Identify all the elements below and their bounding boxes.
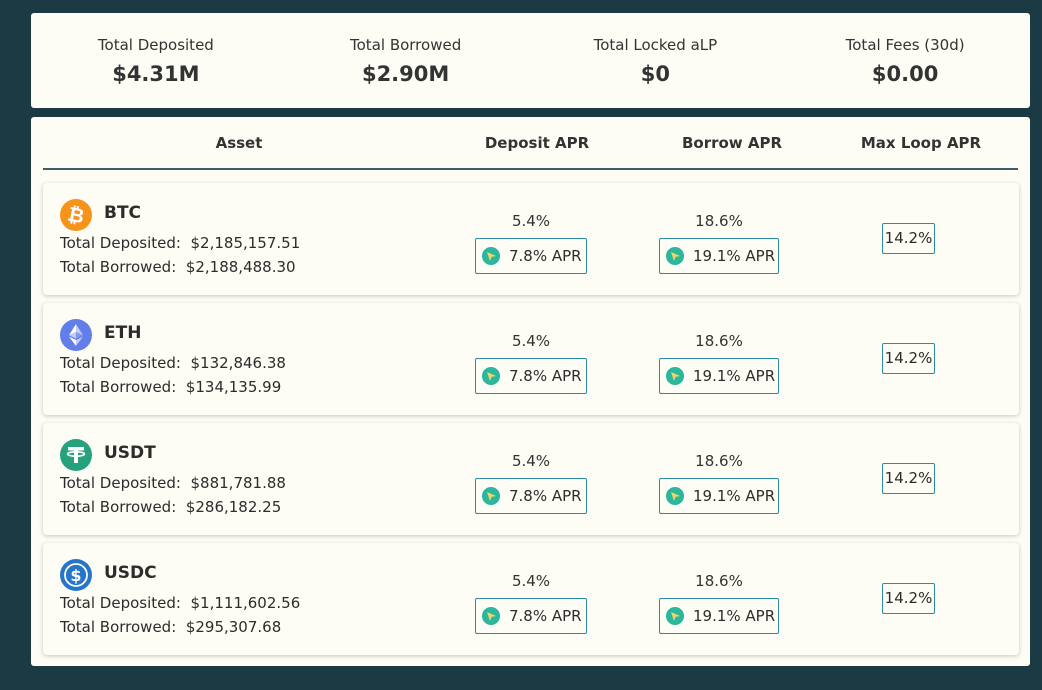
svg-text:₿: ₿ [66, 202, 87, 229]
deposit-boost-apr-button[interactable]: 7.8% APR [475, 358, 587, 394]
total-borrowed-value: $295,307.68 [185, 618, 282, 636]
asset-name: USDT [104, 443, 156, 463]
borrow-boost-apr-label: 19.1% APR [693, 607, 776, 625]
reward-token-icon [482, 487, 500, 505]
bitcoin-icon: ₿ [60, 199, 92, 231]
total-deposited-label: Total Deposited: [60, 354, 181, 372]
deposit-boost-apr-button[interactable]: 7.8% APR [475, 478, 587, 514]
total-borrowed-value: $286,182.25 [185, 498, 282, 516]
stat-total-locked-alp: Total Locked aLP $0 [531, 36, 781, 86]
stat-label: Total Borrowed [350, 35, 462, 54]
total-deposited-line: Total Deposited: $132,846.38 [60, 354, 286, 372]
reward-token-icon [666, 607, 684, 625]
borrow-boost-apr-button[interactable]: 19.1% APR [659, 238, 779, 274]
reward-token-icon [482, 247, 500, 265]
asset-name: BTC [104, 203, 142, 223]
borrow-boost-apr-label: 19.1% APR [693, 487, 776, 505]
deposit-boost-apr-button[interactable]: 7.8% APR [475, 238, 587, 274]
stat-total-borrowed: Total Borrowed $2.90M [281, 36, 531, 86]
column-header-max-loop-apr: Max Loop APR [860, 134, 982, 152]
stats-summary-card: Total Deposited $4.31M Total Borrowed $2… [31, 13, 1030, 108]
deposit-apr-value: 5.4% [511, 572, 551, 590]
column-header-asset: Asset [215, 134, 263, 152]
stat-total-fees: Total Fees (30d) $0.00 [780, 36, 1030, 86]
total-borrowed-label: Total Borrowed: [60, 258, 177, 276]
borrow-boost-apr-label: 19.1% APR [693, 247, 776, 265]
deposit-apr-value: 5.4% [511, 212, 551, 230]
deposit-boost-apr-button[interactable]: 7.8% APR [475, 598, 587, 634]
stat-label: Total Fees (30d) [845, 35, 965, 54]
borrow-boost-apr-label: 19.1% APR [693, 367, 776, 385]
column-header-borrow-apr: Borrow APR [681, 134, 783, 152]
deposit-apr-value: 5.4% [511, 332, 551, 350]
table-row-eth[interactable]: ETH Total Deposited: $132,846.38 Total B… [43, 303, 1019, 415]
table-row-btc[interactable]: ₿ BTC Total Deposited: $2,185,157.51 Tot… [43, 183, 1019, 295]
total-deposited-value: $881,781.88 [190, 474, 286, 492]
usdc-icon: $ [60, 559, 92, 591]
asset-name: ETH [104, 323, 142, 343]
max-loop-apr-badge[interactable]: 14.2% [882, 583, 935, 614]
stat-value: $0.00 [871, 61, 939, 86]
deposit-boost-apr-label: 7.8% APR [509, 607, 582, 625]
max-loop-apr-badge[interactable]: 14.2% [882, 463, 935, 494]
total-deposited-label: Total Deposited: [60, 474, 181, 492]
borrow-apr-value: 18.6% [695, 212, 743, 230]
borrow-boost-apr-button[interactable]: 19.1% APR [659, 358, 779, 394]
total-borrowed-line: Total Borrowed: $134,135.99 [60, 378, 281, 396]
total-deposited-line: Total Deposited: $1,111,602.56 [60, 594, 300, 612]
stat-value: $4.31M [112, 61, 200, 86]
total-deposited-value: $132,846.38 [190, 354, 286, 372]
borrow-boost-apr-button[interactable]: 19.1% APR [659, 478, 779, 514]
svg-text:$: $ [70, 566, 81, 585]
total-borrowed-line: Total Borrowed: $295,307.68 [60, 618, 281, 636]
stat-total-deposited: Total Deposited $4.31M [31, 36, 281, 86]
deposit-boost-apr-label: 7.8% APR [509, 247, 582, 265]
total-borrowed-value: $2,188,488.30 [185, 258, 296, 276]
max-loop-apr-badge[interactable]: 14.2% [882, 343, 935, 374]
reward-token-icon [666, 367, 684, 385]
tether-icon [60, 439, 92, 471]
stat-label: Total Deposited [97, 35, 214, 54]
borrow-apr-value: 18.6% [695, 572, 743, 590]
total-borrowed-label: Total Borrowed: [60, 498, 177, 516]
total-deposited-label: Total Deposited: [60, 594, 181, 612]
total-borrowed-label: Total Borrowed: [60, 618, 177, 636]
reward-token-icon [482, 367, 500, 385]
total-borrowed-label: Total Borrowed: [60, 378, 177, 396]
total-borrowed-line: Total Borrowed: $2,188,488.30 [60, 258, 296, 276]
reward-token-icon [666, 247, 684, 265]
table-row-usdc[interactable]: $ USDC Total Deposited: $1,111,602.56 To… [43, 543, 1019, 655]
total-deposited-label: Total Deposited: [60, 234, 181, 252]
max-loop-apr-badge[interactable]: 14.2% [882, 223, 935, 254]
stat-value: $0 [640, 61, 670, 86]
markets-table: Asset Deposit APR Borrow APR Max Loop AP… [31, 117, 1030, 666]
asset-name: USDC [104, 563, 157, 583]
reward-token-icon [666, 487, 684, 505]
total-deposited-line: Total Deposited: $2,185,157.51 [60, 234, 300, 252]
deposit-boost-apr-label: 7.8% APR [509, 367, 582, 385]
total-deposited-value: $1,111,602.56 [190, 594, 301, 612]
reward-token-icon [482, 607, 500, 625]
borrow-apr-value: 18.6% [695, 452, 743, 470]
deposit-boost-apr-label: 7.8% APR [509, 487, 582, 505]
column-header-deposit-apr: Deposit APR [484, 134, 590, 152]
borrow-boost-apr-button[interactable]: 19.1% APR [659, 598, 779, 634]
ethereum-icon [60, 319, 92, 351]
total-borrowed-line: Total Borrowed: $286,182.25 [60, 498, 281, 516]
deposit-apr-value: 5.4% [511, 452, 551, 470]
table-row-usdt[interactable]: USDT Total Deposited: $881,781.88 Total … [43, 423, 1019, 535]
stat-label: Total Locked aLP [593, 35, 718, 54]
stat-value: $2.90M [361, 61, 450, 86]
total-borrowed-value: $134,135.99 [185, 378, 282, 396]
borrow-apr-value: 18.6% [695, 332, 743, 350]
table-header: Asset Deposit APR Borrow APR Max Loop AP… [43, 117, 1018, 170]
total-deposited-value: $2,185,157.51 [190, 234, 301, 252]
total-deposited-line: Total Deposited: $881,781.88 [60, 474, 286, 492]
